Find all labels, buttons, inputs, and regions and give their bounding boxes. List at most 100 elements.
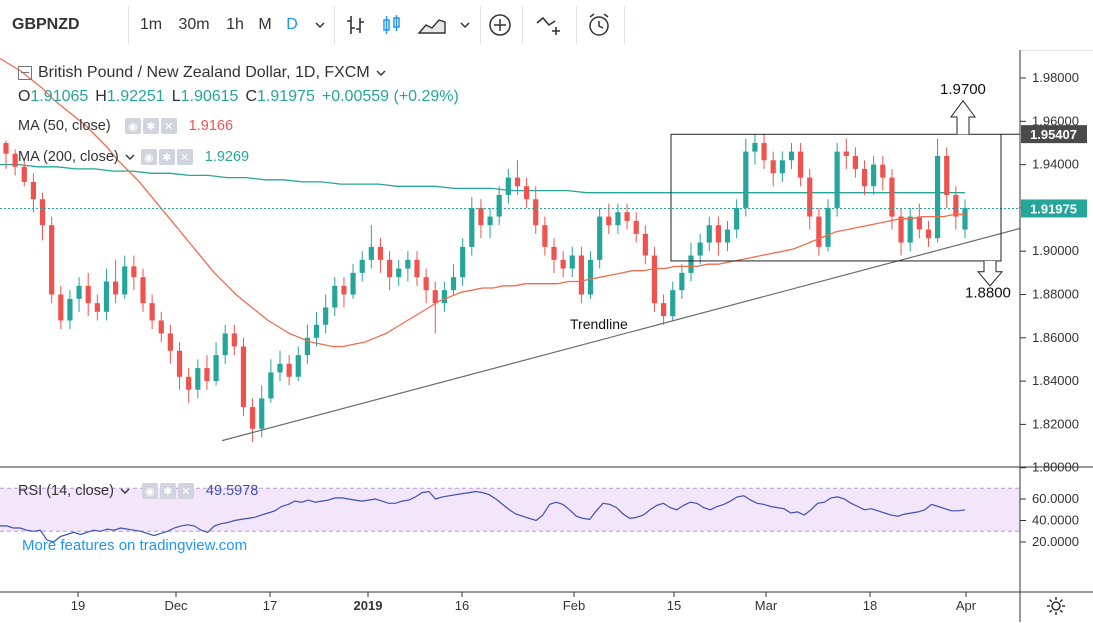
interval-30m[interactable]: 30m: [178, 16, 210, 33]
divider: [128, 6, 129, 44]
ma50-label[interactable]: MA (50, close): [18, 118, 111, 134]
candle: [871, 155, 877, 195]
candle-body: [752, 142, 758, 152]
chevron-down-icon[interactable]: [454, 0, 476, 50]
candle: [94, 294, 100, 321]
candle: [259, 385, 265, 438]
ohlc-readout: O 1.91065 H 1.92251 L 1.90615 C 1.91975 …: [18, 88, 459, 106]
candle: [204, 355, 210, 390]
candle: [167, 324, 173, 364]
candle: [304, 324, 310, 364]
last-price-badge: [1021, 199, 1087, 218]
more-features-link[interactable]: More features on tradingview.com: [22, 537, 248, 554]
candle: [250, 398, 256, 442]
candle: [706, 216, 712, 252]
candle: [944, 147, 950, 208]
chevron-down-icon[interactable]: [308, 0, 332, 50]
candle: [122, 255, 128, 299]
price-tick-label: 1.82000: [1032, 416, 1079, 431]
chevron-down-icon[interactable]: [125, 152, 135, 162]
candle: [505, 168, 511, 204]
time-tick-label: 16: [455, 598, 469, 613]
close-icon[interactable]: ✕: [160, 118, 177, 134]
eye-icon[interactable]: ◉: [140, 149, 157, 165]
interval-month[interactable]: M: [258, 16, 272, 33]
candle-body: [21, 166, 27, 182]
candle-body: [387, 259, 393, 278]
candle-body: [49, 225, 55, 295]
settings-icon[interactable]: ✱: [159, 483, 176, 499]
eye-icon[interactable]: ◉: [124, 118, 141, 134]
ma200-line: [0, 163, 965, 194]
rsi-value: 49.5978: [205, 483, 259, 499]
candle: [341, 277, 347, 308]
candle: [469, 197, 475, 256]
candle-body: [788, 151, 795, 161]
candle: [533, 186, 539, 234]
candle-body: [661, 303, 667, 317]
candle-body: [30, 181, 36, 200]
candle-body: [158, 320, 164, 334]
area-chart-icon[interactable]: [414, 0, 450, 50]
candle-body: [341, 285, 347, 295]
candles-icon[interactable]: [376, 0, 408, 50]
candle: [834, 142, 840, 217]
interval-day[interactable]: D: [286, 16, 298, 33]
candle: [651, 246, 658, 312]
price-chart[interactable]: 1.9700 1.8800 Trendline 1.98000 1.96000 1.94…: [0, 50, 1093, 622]
candle: [587, 251, 594, 299]
candle-body: [542, 225, 548, 247]
interval-1m[interactable]: 1m: [139, 16, 163, 33]
time-tick-label: Apr: [956, 598, 977, 613]
candle: [186, 368, 192, 403]
candle-body: [478, 207, 484, 226]
collapse-icon[interactable]: [18, 66, 32, 80]
candle: [12, 149, 18, 176]
candle: [798, 142, 804, 187]
candle: [30, 173, 36, 213]
candle: [624, 203, 630, 230]
gear-icon[interactable]: [1044, 594, 1068, 618]
candle: [387, 251, 393, 291]
ma200-legend: MA (200, close) ◉ ✱ ✕ 1.9269: [18, 149, 249, 165]
rsi-legend: RSI (14, close) ◉ ✱ ✕ 49.5978: [18, 483, 258, 499]
candle: [752, 134, 758, 165]
candle-body: [460, 246, 466, 278]
candle: [231, 324, 237, 356]
alert-icon[interactable]: [530, 0, 570, 50]
series-title[interactable]: British Pound / New Zealand Dollar, 1D, …: [38, 64, 370, 81]
replay-alarm-icon[interactable]: [582, 0, 616, 50]
low-value: 1.90615: [180, 88, 239, 105]
candle-body: [450, 277, 457, 291]
candle-body: [423, 277, 429, 291]
symbol-search[interactable]: GBPNZD: [12, 16, 80, 33]
candle: [323, 294, 329, 334]
close-icon[interactable]: ✕: [176, 149, 193, 165]
settings-icon[interactable]: ✱: [158, 149, 175, 165]
add-compare-icon[interactable]: [484, 0, 516, 50]
candle: [880, 155, 886, 191]
candle: [816, 207, 822, 256]
candle-body: [432, 290, 438, 304]
candle: [103, 268, 110, 321]
candle-body: [898, 216, 904, 243]
eye-icon[interactable]: ◉: [141, 483, 158, 499]
candle: [697, 233, 703, 265]
indicator-icon[interactable]: [340, 0, 372, 50]
candle-body: [633, 220, 639, 234]
close-icon[interactable]: ✕: [177, 483, 194, 499]
candle-body: [816, 216, 822, 247]
indicator-controls: ◉ ✱ ✕: [141, 483, 194, 499]
settings-icon[interactable]: ✱: [142, 118, 159, 134]
interval-1h[interactable]: 1h: [226, 16, 244, 33]
candle: [953, 186, 959, 230]
divider: [624, 6, 625, 44]
ma200-label[interactable]: MA (200, close): [18, 149, 119, 165]
chevron-down-icon[interactable]: [376, 68, 386, 78]
candle-body: [222, 333, 228, 356]
candle-body: [779, 160, 785, 174]
rsi-label[interactable]: RSI (14, close): [18, 483, 114, 499]
chevron-down-icon[interactable]: [120, 486, 130, 496]
candle: [277, 350, 283, 382]
candle-body: [469, 207, 475, 247]
